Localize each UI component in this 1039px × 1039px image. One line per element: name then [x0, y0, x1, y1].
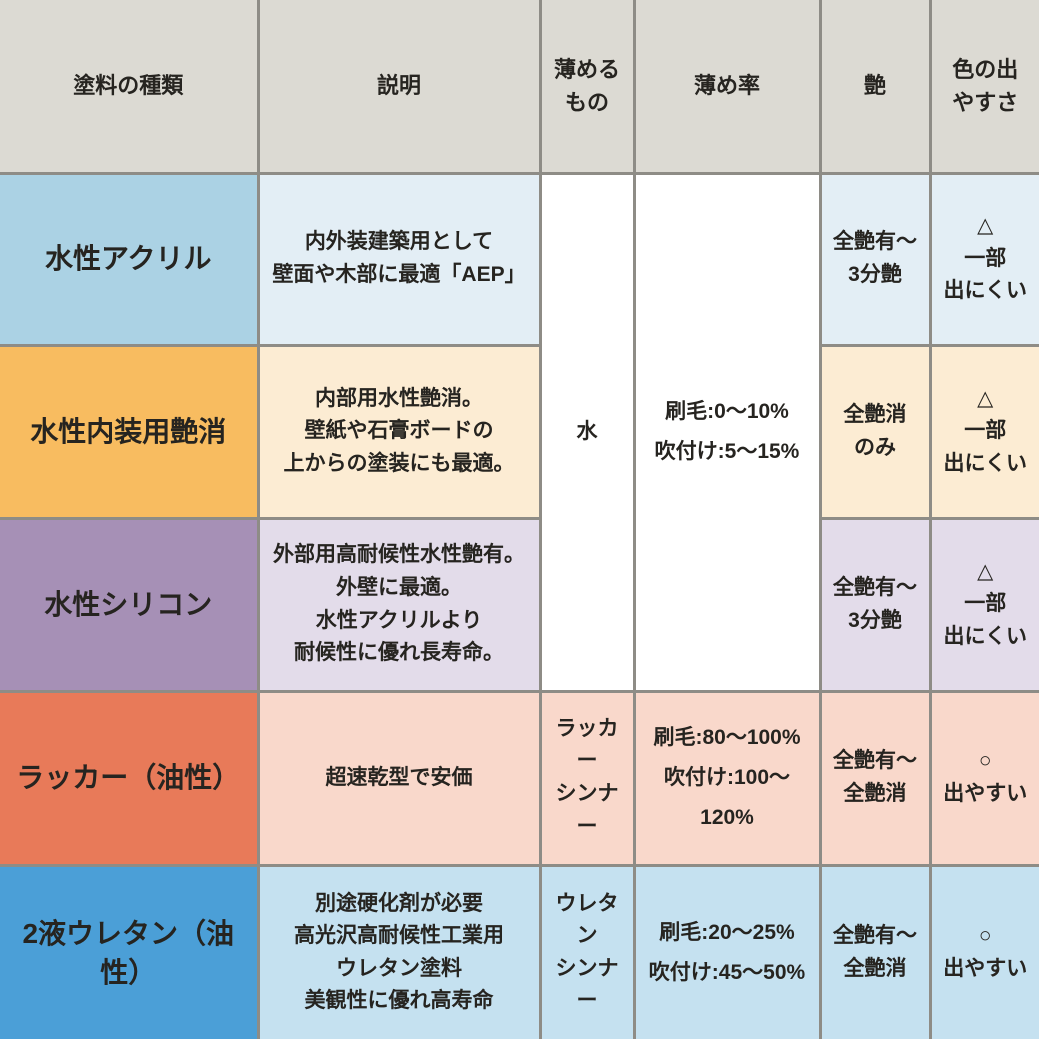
description-cell: 内外装建築用として 壁面や木部に最適「AEP」 — [256, 171, 542, 347]
description-cell: 別途硬化剤が必要 高光沢高耐候性工業用 ウレタン塗料 美観性に優れ高寿命 — [256, 863, 542, 1039]
gloss-cell: 全艶有～ 全艶消 — [818, 689, 932, 867]
gloss-cell: 全艶有～ 全艶消 — [818, 863, 932, 1039]
table-row-waterborne-silicone: 水性シリコン 外部用高耐候性水性艶有。 外壁に最適。 水性アクリルより 耐候性に… — [0, 516, 1039, 693]
thinner-cell-water-merged: 水 — [538, 171, 636, 693]
col-header-description: 説明 — [256, 0, 542, 175]
paint-name-cell: 2液ウレタン（油性） — [0, 863, 260, 1039]
col-header-paint-type: 塗料の種類 — [0, 0, 260, 175]
paint-name-cell: ラッカー（油性） — [0, 689, 260, 867]
color-ease-cell: △ 一部 出にくい — [928, 171, 1039, 347]
thinner-cell: ラッカー シンナー — [538, 689, 636, 867]
color-ease-cell: △ 一部 出にくい — [928, 516, 1039, 693]
paint-name-cell: 水性内装用艶消 — [0, 343, 260, 520]
header-row: 塗料の種類 説明 薄める もの 薄め率 艶 色の出 やすさ — [0, 0, 1039, 175]
ratio-cell-water-merged: 刷毛:0～10% 吹付け:5～15% — [632, 171, 822, 693]
gloss-cell: 全艶消 のみ — [818, 343, 932, 520]
color-ease-cell: ○ 出やすい — [928, 863, 1039, 1039]
col-header-gloss: 艶 — [818, 0, 932, 175]
paint-name-cell: 水性シリコン — [0, 516, 260, 693]
description-cell: 内部用水性艶消。 壁紙や石膏ボードの 上からの塗装にも最適。 — [256, 343, 542, 520]
col-header-ratio: 薄め率 — [632, 0, 822, 175]
gloss-cell: 全艶有～ 3分艶 — [818, 171, 932, 347]
gloss-cell: 全艶有～ 3分艶 — [818, 516, 932, 693]
table-row-lacquer-oil: ラッカー（油性） 超速乾型で安価 ラッカー シンナー 刷毛:80～100% 吹付… — [0, 689, 1039, 867]
description-cell: 超速乾型で安価 — [256, 689, 542, 867]
description-cell: 外部用高耐候性水性艶有。 外壁に最適。 水性アクリルより 耐候性に優れ長寿命。 — [256, 516, 542, 693]
ratio-cell: 刷毛:20～25% 吹付け:45～50% — [632, 863, 822, 1039]
paint-name-cell: 水性アクリル — [0, 171, 260, 347]
table-row-waterborne-interior-matte: 水性内装用艶消 内部用水性艶消。 壁紙や石膏ボードの 上からの塗装にも最適。 全… — [0, 343, 1039, 520]
color-ease-cell: ○ 出やすい — [928, 689, 1039, 867]
col-header-color-ease: 色の出 やすさ — [928, 0, 1039, 175]
table-row-waterborne-acrylic: 水性アクリル 内外装建築用として 壁面や木部に最適「AEP」 水 刷毛:0～10… — [0, 171, 1039, 693]
table-row-two-part-urethane-oil: 2液ウレタン（油性） 別途硬化剤が必要 高光沢高耐候性工業用 ウレタン塗料 美観… — [0, 863, 1039, 1039]
thinner-cell: ウレタン シンナー — [538, 863, 636, 1039]
col-header-thinner: 薄める もの — [538, 0, 636, 175]
color-ease-cell: △ 一部 出にくい — [928, 343, 1039, 520]
ratio-cell: 刷毛:80～100% 吹付け:100～120% — [632, 689, 822, 867]
